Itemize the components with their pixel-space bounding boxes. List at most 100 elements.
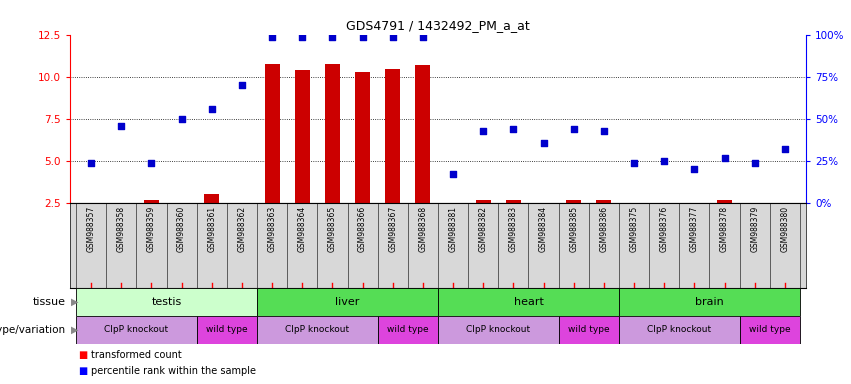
Text: GSM988375: GSM988375 [630, 205, 638, 252]
Text: brain: brain [695, 297, 724, 307]
Text: GSM988359: GSM988359 [147, 205, 156, 252]
Point [386, 34, 400, 40]
Point [778, 146, 791, 152]
Point [266, 34, 279, 40]
Text: GSM988383: GSM988383 [509, 205, 518, 252]
Bar [619, 316, 740, 344]
Bar [355, 72, 370, 203]
Text: GSM988381: GSM988381 [448, 205, 458, 252]
Text: GSM988358: GSM988358 [117, 205, 126, 252]
Bar [257, 288, 438, 316]
Text: GSM988366: GSM988366 [358, 205, 367, 252]
Point [537, 139, 551, 146]
Point [356, 34, 369, 40]
Text: ▶: ▶ [71, 325, 78, 335]
Bar [558, 316, 619, 344]
Bar [626, 203, 642, 210]
Text: GSM988380: GSM988380 [780, 205, 790, 252]
Bar [174, 203, 189, 208]
Text: GSM988376: GSM988376 [660, 205, 669, 252]
Point [326, 34, 340, 40]
Bar [144, 200, 159, 203]
Bar [536, 203, 551, 206]
Text: GSM988386: GSM988386 [599, 205, 608, 252]
Text: GSM988361: GSM988361 [208, 205, 216, 252]
Bar [657, 203, 671, 208]
Text: GSM988379: GSM988379 [751, 205, 759, 252]
Bar [438, 316, 558, 344]
Bar [83, 203, 99, 210]
Point [115, 122, 129, 129]
Text: wild type: wild type [749, 326, 791, 334]
Bar [687, 203, 702, 208]
Bar [566, 200, 581, 203]
Point [597, 128, 611, 134]
Point [295, 34, 309, 40]
Text: wild type: wild type [568, 326, 609, 334]
Point [174, 116, 188, 122]
Text: GSM988360: GSM988360 [177, 205, 186, 252]
Bar [114, 203, 129, 210]
Point [748, 160, 762, 166]
Bar [446, 203, 460, 208]
Text: percentile rank within the sample: percentile rank within the sample [91, 366, 256, 376]
Text: ▶: ▶ [71, 297, 78, 307]
Bar [325, 65, 340, 203]
Point [717, 155, 731, 161]
Bar [234, 203, 249, 208]
Text: wild type: wild type [387, 326, 429, 334]
Bar [294, 70, 310, 203]
Text: GSM988385: GSM988385 [569, 205, 578, 252]
Point [477, 128, 490, 134]
Text: GSM988363: GSM988363 [267, 205, 277, 252]
Bar [76, 288, 257, 316]
Bar [415, 65, 431, 203]
Text: testis: testis [151, 297, 181, 307]
Text: heart: heart [513, 297, 544, 307]
Point [416, 34, 430, 40]
Text: GSM988357: GSM988357 [87, 205, 95, 252]
Text: GSM988377: GSM988377 [690, 205, 699, 252]
Text: transformed count: transformed count [91, 350, 182, 360]
Text: GSM988378: GSM988378 [720, 205, 729, 252]
Bar [476, 200, 491, 203]
Point [235, 82, 248, 88]
Text: GSM988368: GSM988368 [419, 205, 427, 252]
Bar [597, 200, 611, 203]
Text: liver: liver [335, 297, 360, 307]
Bar [197, 316, 257, 344]
Point [84, 160, 98, 166]
Text: ClpP knockout: ClpP knockout [285, 326, 350, 334]
Bar [619, 288, 800, 316]
Text: ClpP knockout: ClpP knockout [466, 326, 530, 334]
Bar [257, 316, 378, 344]
Bar [747, 203, 762, 205]
Point [506, 126, 520, 132]
Bar [717, 200, 732, 203]
Bar [438, 288, 619, 316]
Text: GSM988365: GSM988365 [328, 205, 337, 252]
Bar [386, 69, 400, 203]
Text: GSM988362: GSM988362 [237, 205, 247, 252]
Point [688, 166, 701, 172]
Text: GSM988364: GSM988364 [298, 205, 306, 252]
Text: GSM988367: GSM988367 [388, 205, 397, 252]
Bar [378, 316, 438, 344]
Point [145, 160, 158, 166]
Bar [265, 64, 280, 203]
Text: ■: ■ [78, 366, 88, 376]
Text: GSM988382: GSM988382 [479, 205, 488, 252]
Text: wild type: wild type [206, 326, 248, 334]
Point [446, 171, 460, 177]
Text: genotype/variation: genotype/variation [0, 325, 66, 335]
Bar [505, 200, 521, 203]
Text: ■: ■ [78, 350, 88, 360]
Text: tissue: tissue [32, 297, 66, 307]
Point [627, 160, 641, 166]
Text: ClpP knockout: ClpP knockout [648, 326, 711, 334]
Bar [740, 316, 800, 344]
Bar [76, 316, 197, 344]
Text: ClpP knockout: ClpP knockout [105, 326, 168, 334]
Title: GDS4791 / 1432492_PM_a_at: GDS4791 / 1432492_PM_a_at [346, 20, 530, 32]
Text: GSM988384: GSM988384 [539, 205, 548, 252]
